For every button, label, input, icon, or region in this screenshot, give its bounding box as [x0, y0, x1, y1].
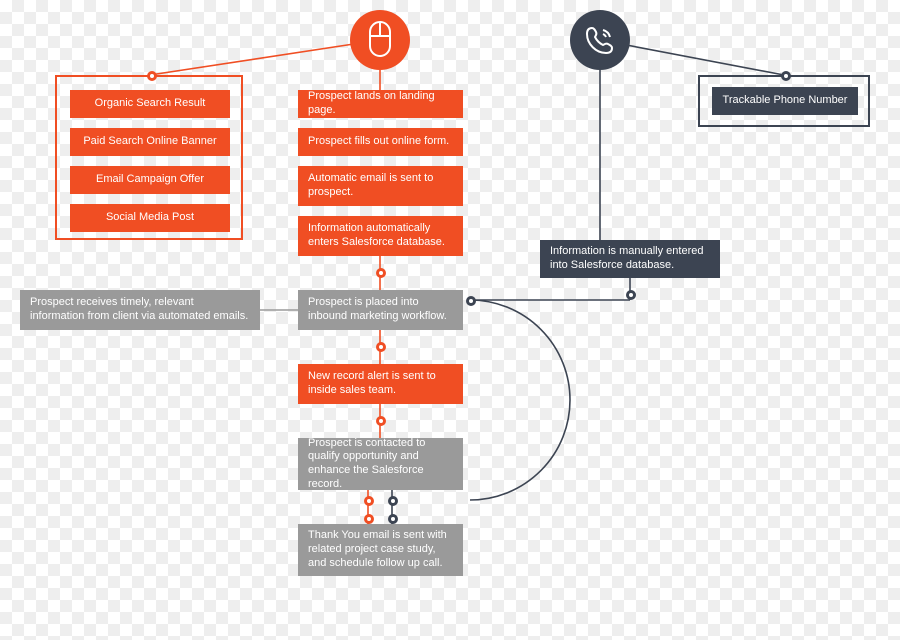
channel-organic-search: Organic Search Result [70, 90, 230, 118]
channel-label: Social Media Post [106, 211, 194, 225]
dot-step5-6 [376, 342, 386, 352]
step-label: Prospect lands on landing page. [308, 90, 453, 118]
dot-channels-anchor [147, 71, 157, 81]
step-enter-salesforce: Information automatically enters Salesfo… [298, 216, 463, 256]
dot-step4-5 [376, 268, 386, 278]
channel-label: Email Campaign Offer [96, 173, 204, 187]
manual-entry-box: Information is manually entered into Sal… [540, 240, 720, 278]
step-record-alert: New record alert is sent to inside sales… [298, 364, 463, 404]
dot-manual-join [466, 296, 476, 306]
dot-step7-8-o-bot [364, 514, 374, 524]
step-label: Thank You email is sent with related pro… [308, 529, 453, 570]
step-label: Prospect is contacted to qualify opportu… [308, 437, 453, 492]
edge-mouse-to-channels [150, 40, 380, 75]
step-label: Prospect fills out online form. [308, 135, 449, 149]
dot-step7-8-d-top [388, 496, 398, 506]
channel-paid-search: Paid Search Online Banner [70, 128, 230, 156]
automated-emails-note: Prospect receives timely, relevant infor… [20, 290, 260, 330]
step-label: Information automatically enters Salesfo… [308, 222, 453, 250]
dot-trackable-anchor [781, 71, 791, 81]
mouse-icon [350, 10, 410, 70]
dot-step7-8-d-bot [388, 514, 398, 524]
phone-icon [570, 10, 630, 70]
dot-manual-down [626, 290, 636, 300]
note-label: Prospect receives timely, relevant infor… [30, 296, 250, 324]
channel-label: Paid Search Online Banner [83, 135, 216, 149]
step-label: Prospect is placed into inbound marketin… [308, 296, 453, 324]
dot-step6-7 [376, 416, 386, 426]
trackable-phone-box: Trackable Phone Number [712, 87, 858, 115]
trackable-phone-label: Trackable Phone Number [723, 94, 848, 108]
step-label: Automatic email is sent to prospect. [308, 172, 453, 200]
channel-label: Organic Search Result [95, 97, 206, 111]
dot-step7-8-o-top [364, 496, 374, 506]
step-landing-page: Prospect lands on landing page. [298, 90, 463, 118]
edge-manual-arc [470, 300, 570, 500]
channel-social-media: Social Media Post [70, 204, 230, 232]
channel-email-campaign: Email Campaign Offer [70, 166, 230, 194]
step-label: New record alert is sent to inside sales… [308, 370, 453, 398]
step-qualify-opportunity: Prospect is contacted to qualify opportu… [298, 438, 463, 490]
manual-entry-label: Information is manually entered into Sal… [550, 245, 710, 273]
step-thankyou-email: Thank You email is sent with related pro… [298, 524, 463, 576]
step-online-form: Prospect fills out online form. [298, 128, 463, 156]
step-inbound-workflow: Prospect is placed into inbound marketin… [298, 290, 463, 330]
step-auto-email: Automatic email is sent to prospect. [298, 166, 463, 206]
